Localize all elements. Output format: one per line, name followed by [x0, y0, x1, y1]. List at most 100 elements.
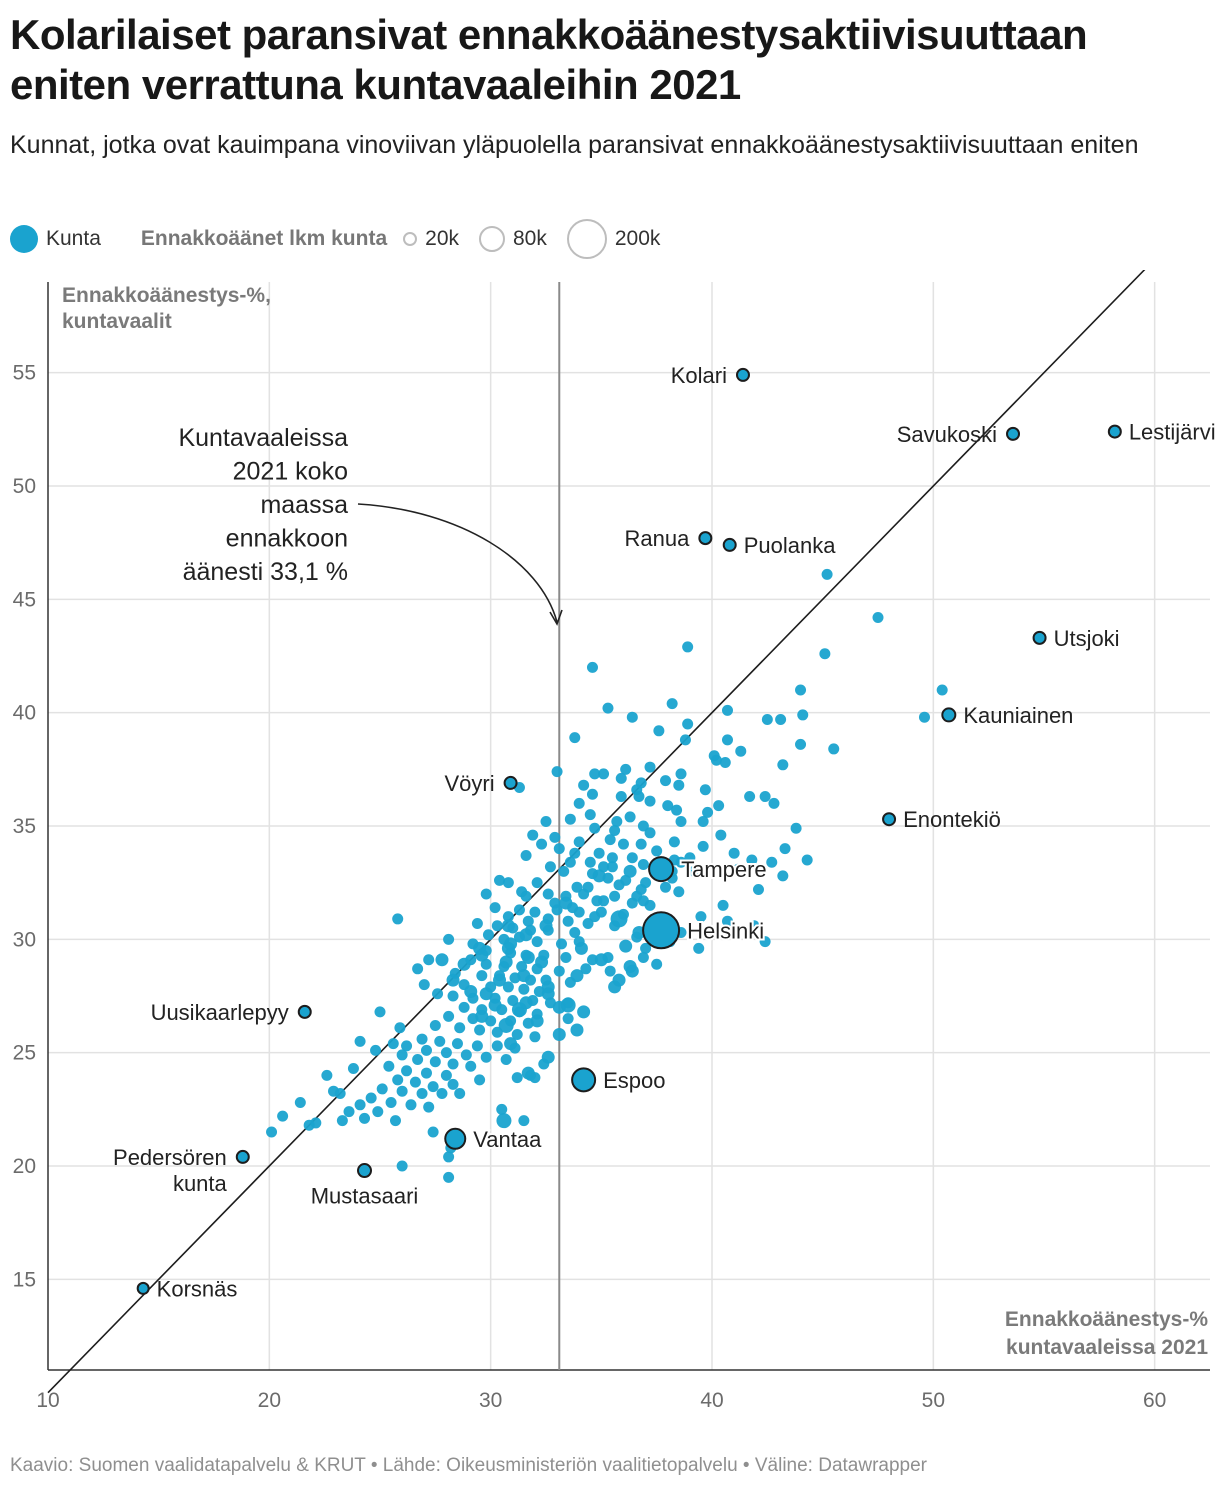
data-point [518, 1115, 530, 1127]
point-label: Ranua [625, 526, 691, 551]
data-point [488, 998, 502, 1012]
data-point [626, 852, 638, 864]
data-point [551, 904, 563, 916]
data-point [266, 1126, 278, 1138]
data-point [715, 829, 727, 841]
data-point [721, 915, 733, 927]
data-point [303, 1119, 315, 1131]
chart-title: Kolarilaiset paransivat ennakkoäänestysa… [10, 11, 1088, 108]
x-tick-label: 50 [922, 1389, 945, 1412]
data-point [578, 888, 590, 900]
data-point [328, 1085, 340, 1097]
point-label: Enontekiö [903, 807, 1001, 832]
data-point [609, 825, 621, 837]
data-point [440, 1047, 452, 1059]
data-point [593, 847, 605, 859]
data-point [389, 1115, 401, 1127]
annotation-text: Kuntavaaleissa [178, 424, 348, 452]
data-point [713, 800, 725, 812]
data-point [423, 1101, 435, 1113]
data-point [675, 856, 687, 868]
y-tick-label: 55 [13, 362, 36, 385]
data-point [354, 1035, 366, 1047]
data-point [294, 1097, 306, 1109]
data-point [761, 713, 773, 725]
point-label: Vöyri [444, 771, 494, 796]
data-point [635, 838, 647, 850]
data-point [637, 895, 649, 907]
highlighted-point [571, 1067, 597, 1093]
y-tick-label: 35 [13, 815, 36, 838]
data-point [359, 1112, 371, 1124]
data-point [589, 822, 601, 834]
data-point [321, 1069, 333, 1081]
data-point [688, 865, 700, 877]
data-point [416, 1033, 428, 1045]
data-point [480, 888, 492, 900]
data-point [626, 711, 638, 723]
data-point [396, 1160, 408, 1172]
point-label: Kolari [671, 363, 727, 388]
data-point [535, 955, 549, 969]
data-point [569, 927, 581, 939]
data-point [795, 738, 807, 750]
data-point [522, 915, 534, 927]
data-point [675, 768, 687, 780]
data-point [476, 970, 488, 982]
data-point [471, 1040, 483, 1052]
data-point [500, 1053, 512, 1065]
data-point [520, 890, 532, 902]
data-point [480, 958, 492, 970]
data-point [454, 1022, 466, 1034]
highlighted-point [1107, 424, 1122, 439]
data-point [644, 795, 656, 807]
data-point [594, 953, 608, 967]
data-point [644, 827, 656, 839]
data-point [775, 713, 787, 725]
data-point [396, 1085, 408, 1097]
data-point [644, 761, 656, 773]
point-label: Korsnäs [157, 1276, 238, 1301]
data-point [604, 834, 616, 846]
annotation-text: maassa [260, 491, 348, 519]
data-point [531, 877, 543, 889]
data-point [496, 1103, 508, 1115]
data-point [383, 1060, 395, 1072]
data-point [553, 965, 565, 977]
data-point [427, 1081, 439, 1093]
data-point [619, 939, 633, 953]
data-point [519, 996, 533, 1010]
data-point [779, 843, 791, 855]
legend: Kunta Ennakkoäänet lkm kunta 20k 80k 200… [10, 219, 680, 259]
data-point [766, 856, 778, 868]
data-point [435, 953, 449, 967]
data-point [682, 718, 694, 730]
data-point [611, 815, 623, 827]
data-point [502, 877, 514, 889]
data-point [494, 874, 506, 886]
data-point [759, 936, 771, 948]
data-point [420, 1044, 432, 1056]
x-tick-label: 20 [258, 1389, 281, 1412]
data-point [354, 1099, 366, 1111]
data-point [454, 1087, 466, 1099]
data-point [549, 831, 561, 843]
data-point [717, 899, 729, 911]
point-label: Tampere [681, 857, 767, 882]
data-point [443, 1171, 455, 1183]
data-point [693, 942, 705, 954]
data-point [589, 768, 601, 780]
data-point [573, 797, 585, 809]
data-point [443, 933, 455, 945]
y-axis-title: Ennakkoäänestys-%, [62, 284, 271, 307]
data-point [496, 1113, 512, 1129]
data-point [673, 779, 685, 791]
data-point [721, 704, 733, 716]
data-point [474, 1074, 486, 1086]
highlighted-point [1032, 630, 1047, 645]
data-point [918, 711, 930, 723]
data-point [577, 1005, 591, 1019]
data-point [571, 881, 583, 893]
highlighted-point [698, 531, 713, 546]
data-point [560, 951, 572, 963]
